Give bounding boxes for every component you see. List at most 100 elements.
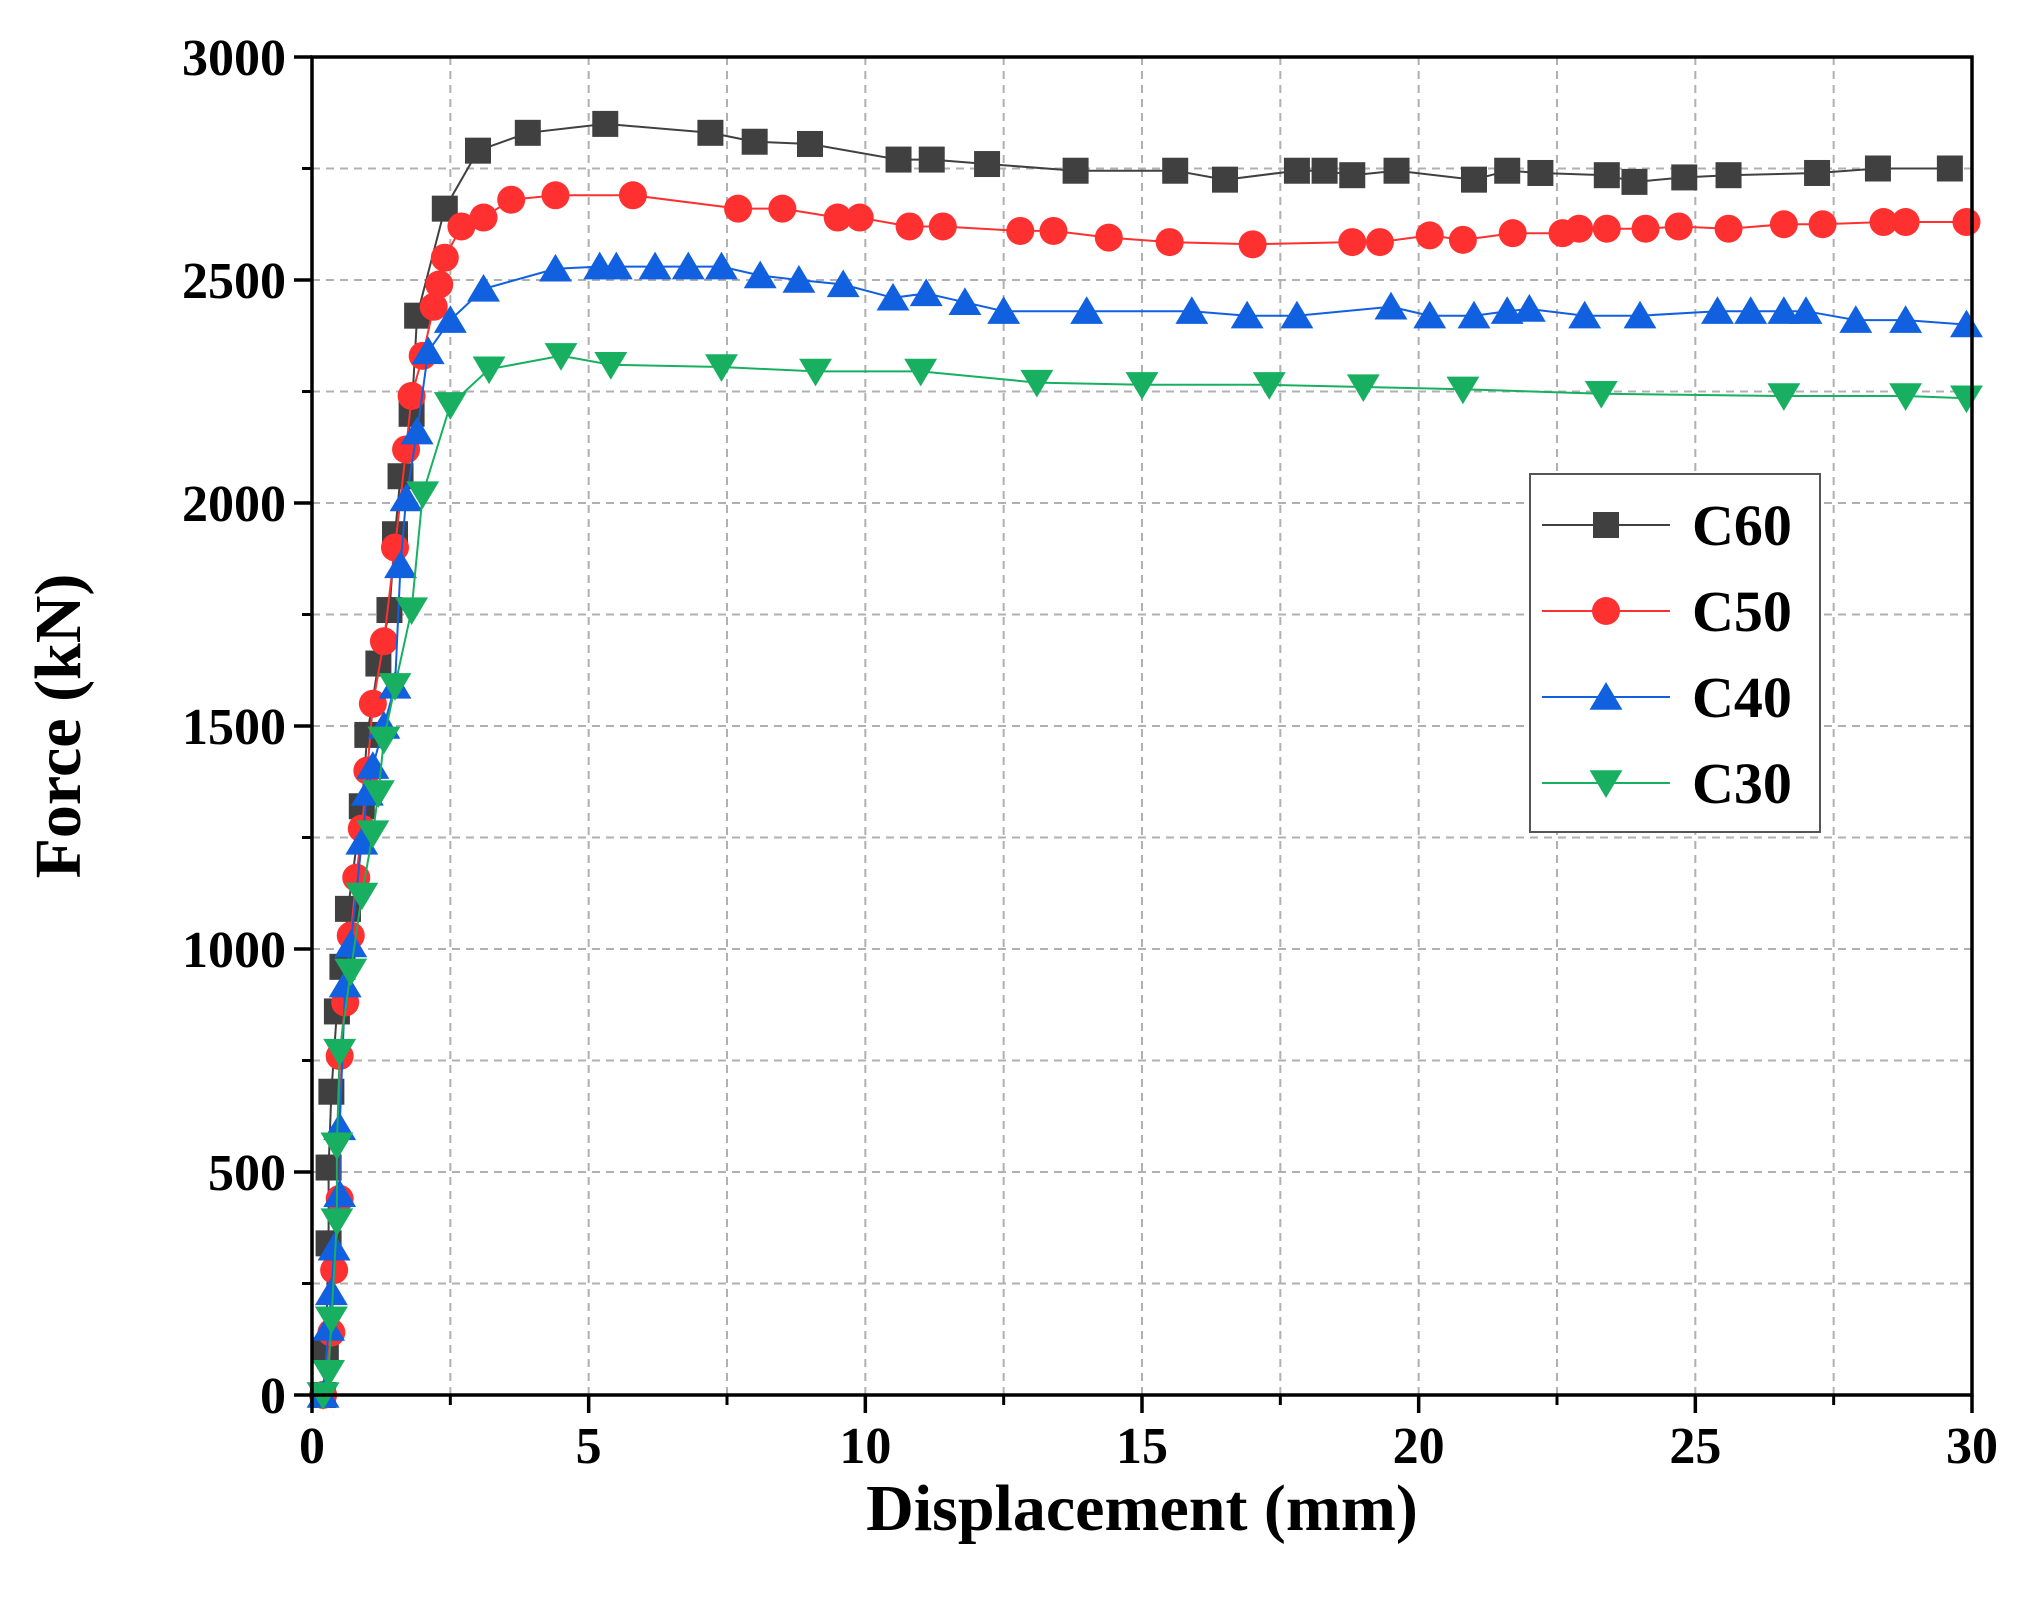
data-point-c50: [1631, 214, 1660, 243]
legend-marker-c60: [1593, 512, 1619, 538]
legend-label-c50: C50: [1692, 579, 1792, 644]
data-point-c30: [312, 1359, 346, 1388]
data-point-c50: [724, 194, 753, 223]
data-point-c40: [1950, 309, 1983, 338]
data-point-c50: [1769, 210, 1798, 239]
data-point-c50: [1664, 212, 1693, 241]
data-point-c50: [1365, 228, 1394, 257]
data-point-c50: [1498, 219, 1527, 248]
data-point-c30: [1889, 383, 1923, 411]
grid: [312, 57, 1972, 1395]
y-axis-title: Force (kN): [22, 574, 95, 879]
data-point-c50: [425, 270, 454, 299]
data-point-c40: [1623, 300, 1657, 329]
data-point-c40: [1457, 300, 1491, 329]
data-point-c50: [895, 212, 924, 241]
y-tick-label: 1000: [182, 922, 286, 979]
data-point-c40: [1701, 296, 1734, 324]
data-point-c30: [320, 1132, 354, 1161]
data-point-c30: [1346, 374, 1380, 402]
data-point-c50: [823, 203, 852, 232]
series-c40: [306, 251, 1983, 1408]
x-tick-label: 10: [839, 1418, 891, 1475]
data-point-c30: [799, 358, 832, 387]
legend-marker-c40: [1589, 682, 1623, 710]
data-point-c30: [433, 392, 467, 420]
data-point-c50: [1415, 221, 1444, 250]
data-point-c60: [797, 130, 823, 157]
data-point-c30: [1584, 381, 1618, 409]
data-point-c60: [1804, 159, 1831, 186]
data-point-c40: [1175, 296, 1209, 324]
data-point-c40: [987, 296, 1021, 324]
data-point-c40: [638, 251, 672, 280]
data-point-c40: [1839, 305, 1873, 333]
data-point-c40: [539, 253, 572, 282]
data-point-c60: [1715, 162, 1742, 189]
data-point-c30: [1767, 383, 1801, 411]
data-point-c60: [592, 110, 619, 137]
data-point-c50: [768, 194, 797, 223]
data-point-c40: [389, 483, 423, 512]
data-point-c60: [1621, 168, 1648, 195]
data-point-c60: [1593, 162, 1620, 189]
data-point-c60: [1864, 155, 1891, 182]
data-point-c60: [1936, 155, 1963, 182]
legend-item-c50: C50: [1542, 579, 1792, 644]
x-tick-label: 0: [299, 1418, 325, 1475]
data-point-c30: [345, 882, 379, 911]
data-point-c40: [1789, 296, 1823, 324]
data-point-c40: [1512, 294, 1546, 322]
data-point-c60: [1283, 157, 1310, 184]
data-point-c50: [1155, 228, 1184, 257]
data-point-c40: [1413, 300, 1447, 329]
data-point-c60: [465, 137, 491, 164]
y-tick-label: 500: [208, 1145, 286, 1202]
x-axis-title: Displacement (mm): [866, 1472, 1418, 1545]
data-point-c50: [1952, 208, 1981, 237]
data-point-c50: [1448, 225, 1477, 254]
data-point-c40: [317, 1232, 351, 1261]
y-tick-label: 3000: [182, 30, 286, 87]
data-point-c60: [918, 146, 945, 173]
data-point-c30: [1252, 372, 1286, 400]
data-point-c60: [1494, 157, 1521, 184]
data-point-c40: [705, 251, 738, 280]
data-point-c60: [1671, 164, 1698, 191]
data-point-c40: [1230, 300, 1264, 329]
data-point-c40: [1070, 296, 1104, 324]
data-point-c40: [782, 265, 816, 293]
data-point-c50: [845, 203, 874, 232]
data-point-c50: [618, 181, 647, 210]
data-point-c50: [447, 212, 476, 241]
data-point-c60: [1383, 157, 1410, 184]
data-point-c30: [1020, 369, 1054, 398]
data-point-c40: [909, 278, 943, 307]
data-point-c50: [419, 292, 448, 321]
data-point-c40: [948, 287, 982, 316]
y-tick-label: 2000: [182, 476, 286, 533]
data-point-c30: [1446, 376, 1480, 405]
data-point-c30: [367, 726, 401, 755]
data-point-c50: [469, 203, 498, 232]
y-tick-label: 2500: [182, 253, 286, 310]
series-layer: [306, 110, 1983, 1410]
data-point-c60: [1162, 157, 1189, 184]
data-point-c60: [1527, 159, 1554, 186]
y-tick-label: 1500: [182, 699, 286, 756]
data-point-c40: [743, 260, 777, 289]
data-point-c30: [395, 597, 429, 625]
data-point-c40: [433, 305, 467, 333]
data-point-c60: [1212, 166, 1238, 193]
data-point-c40: [1374, 291, 1408, 320]
series-line-c30: [322, 354, 1967, 1396]
data-point-c50: [1592, 214, 1621, 243]
data-point-c40: [314, 1277, 348, 1306]
data-point-c40: [1767, 296, 1801, 324]
data-point-c60: [1062, 157, 1089, 184]
data-point-c30: [320, 1208, 354, 1237]
data-point-c60: [514, 119, 541, 146]
data-point-c60: [1339, 162, 1366, 189]
data-point-c40: [400, 416, 434, 445]
